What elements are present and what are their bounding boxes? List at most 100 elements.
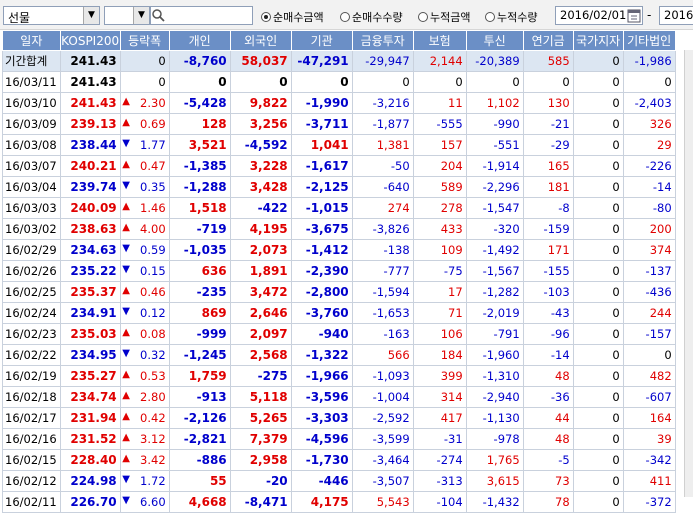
cell-other-corp: 29 <box>622 134 676 156</box>
start-date-input[interactable]: 2016/02/01 <box>555 6 643 25</box>
cell-financial-investment: -1,594 <box>351 281 414 303</box>
blank-icon <box>122 54 131 68</box>
column-header-investment-trust[interactable]: 투신 <box>465 30 524 51</box>
cell-change: ▲ 3.42 <box>119 449 170 471</box>
cell-foreign: 3,428 <box>229 176 292 198</box>
column-header-change[interactable]: 등락폭 <box>119 30 170 51</box>
market-select[interactable]: 선물 ▼ <box>3 6 100 25</box>
table-row[interactable]: 16/03/07 240.21 ▲ 0.47 -1,385 3,228 -1,617 -50 2… <box>2 155 676 177</box>
change-value: 0.46 <box>140 285 166 299</box>
cell-date: 16/03/10 <box>2 92 61 114</box>
cell-institution: -3,675 <box>290 218 353 240</box>
cell-financial-investment: -29,947 <box>351 50 414 72</box>
cell-institution: -2,390 <box>290 260 353 282</box>
cell-kospi: 241.43 <box>59 92 121 114</box>
column-header-insurance[interactable]: 보험 <box>412 30 467 51</box>
cell-financial-investment: 0 <box>351 71 414 93</box>
cell-insurance: -31 <box>412 428 467 450</box>
column-header-pension[interactable]: 연기금 <box>522 30 574 51</box>
table-row-period-total[interactable]: 기간합계 241.43 0 -8,760 58,037 -47,291 -29,947 2,1… <box>2 50 676 72</box>
table-row[interactable]: 16/02/25 235.37 ▲ 0.46 -235 3,472 -2,800 -1,594… <box>2 281 676 303</box>
cell-foreign: 2,073 <box>229 239 292 261</box>
cell-change: ▲ 0.69 <box>119 113 170 135</box>
code-select[interactable]: ▼ <box>104 6 150 25</box>
calendar-icon[interactable] <box>627 8 641 23</box>
table-row[interactable]: 16/02/12 224.98 ▼ 1.72 55 -20 -446 -3,507 -313 3,… <box>2 470 676 492</box>
search-icon[interactable] <box>151 8 166 23</box>
change-value: 0.59 <box>140 243 166 257</box>
cell-insurance: 278 <box>412 197 467 219</box>
table-row[interactable]: 16/03/10 241.43 ▲ 2.30 -5,428 9,822 -1,990 -3,2… <box>2 92 676 114</box>
chevron-down-icon[interactable]: ▼ <box>133 7 149 24</box>
cell-financial-investment: -1,093 <box>351 365 414 387</box>
column-header-government[interactable]: 국가지자 <box>572 30 624 51</box>
change-value: 0.32 <box>140 348 166 362</box>
column-header-foreign[interactable]: 외국인 <box>229 30 292 51</box>
radio-net-quantity[interactable]: 순매수수량 <box>340 9 403 25</box>
cell-insurance: -555 <box>412 113 467 135</box>
cell-change: ▲ 0.08 <box>119 323 170 345</box>
column-header-individual[interactable]: 개인 <box>168 30 231 51</box>
radio-cumulative-amount[interactable]: 누적금액 <box>418 9 470 25</box>
cell-change: ▲ 1.46 <box>119 197 170 219</box>
table-row[interactable]: 16/02/23 235.03 ▲ 0.08 -999 2,097 -940 -163 106-… <box>2 323 676 345</box>
table-row[interactable]: 16/03/11 241.43 0 0 0 0 0 0 0 0 0 0 <box>2 71 676 93</box>
cell-kospi: 235.22 <box>59 260 121 282</box>
table-row[interactable]: 16/03/02 238.63 ▲ 4.00 -719 4,195 -3,675 -3,826… <box>2 218 676 240</box>
cell-government: 0 <box>572 386 624 408</box>
table-row[interactable]: 16/02/19 235.27 ▲ 0.53 1,759 -275 -1,966 -1,093… <box>2 365 676 387</box>
radio-net-amount[interactable]: 순매수금액 <box>261 9 324 25</box>
cell-other-corp: 411 <box>622 470 676 492</box>
table-row[interactable]: 16/02/24 234.91 ▼ 0.12 869 2,646 -3,760 -1,653 7… <box>2 302 676 324</box>
cell-institution: -1,966 <box>290 365 353 387</box>
cell-change: ▼ 0.12 <box>119 302 170 324</box>
cell-change: ▲ 0.42 <box>119 407 170 429</box>
column-header-date[interactable]: 일자 <box>2 30 61 51</box>
radio-cumulative-quantity[interactable]: 누적수량 <box>485 9 537 25</box>
cell-date: 16/03/08 <box>2 134 61 156</box>
table-row[interactable]: 16/02/29 234.63 ▼ 0.59 -1,035 2,073 -1,412 -138… <box>2 239 676 261</box>
cell-individual: 636 <box>168 260 231 282</box>
column-header-institution[interactable]: 기관 <box>290 30 353 51</box>
cell-foreign: 2,097 <box>229 323 292 345</box>
table-row[interactable]: 16/02/16 231.52 ▲ 3.12 -2,821 7,379 -4,596 -3,5… <box>2 428 676 450</box>
cell-government: 0 <box>572 323 624 345</box>
cell-kospi: 228.40 <box>59 449 121 471</box>
cell-kospi: 231.94 <box>59 407 121 429</box>
cell-date: 16/03/02 <box>2 218 61 240</box>
cell-insurance: -313 <box>412 470 467 492</box>
cell-other-corp: -80 <box>622 197 676 219</box>
cell-individual: 1,518 <box>168 197 231 219</box>
cell-change: ▼ 0.59 <box>119 239 170 261</box>
cell-investment-trust: -2,296 <box>465 176 524 198</box>
column-header-financial-investment[interactable]: 금융투자 <box>351 30 414 51</box>
cell-individual: -1,035 <box>168 239 231 261</box>
table-row[interactable]: 16/03/04 239.74 ▼ 0.35 -1,288 3,428 -2,125 -640… <box>2 176 676 198</box>
cell-individual: -719 <box>168 218 231 240</box>
column-header-kospi[interactable]: KOSPI200 <box>59 30 121 51</box>
cell-financial-investment: 1,381 <box>351 134 414 156</box>
cell-insurance: 314 <box>412 386 467 408</box>
table-row[interactable]: 16/02/22 234.95 ▼ 0.32 -1,245 2,568 -1,322 566 1… <box>2 344 676 366</box>
table-row[interactable]: 16/02/18 234.74 ▲ 2.80 -913 5,118 -3,596 -1,004… <box>2 386 676 408</box>
table-row[interactable]: 16/02/11 226.70 ▼ 6.60 4,668 -8,471 4,175 5,543… <box>2 491 676 513</box>
table-row[interactable]: 16/03/08 238.44 ▼ 1.77 3,521 -4,592 1,041 1,381… <box>2 134 676 156</box>
end-date-input[interactable]: 2016/ <box>659 6 693 25</box>
cell-other-corp: 326 <box>622 113 676 135</box>
chevron-down-icon[interactable]: ▼ <box>83 7 99 24</box>
table-row[interactable]: 16/02/15 228.40 ▲ 3.42 -886 2,958 -1,730 -3,464… <box>2 449 676 471</box>
vertical-scrollbar[interactable] <box>684 50 693 497</box>
table-row[interactable]: 16/03/03 240.09 ▲ 1.46 1,518 -422 -1,015 274 278… <box>2 197 676 219</box>
table-row[interactable]: 16/02/17 231.94 ▲ 0.42 -2,126 5,265 -3,303 -2,5… <box>2 407 676 429</box>
cell-date: 16/02/26 <box>2 260 61 282</box>
cell-individual: -886 <box>168 449 231 471</box>
table-row[interactable]: 16/03/09 239.13 ▲ 0.69 128 3,256 -3,711 -1,877-… <box>2 113 676 135</box>
cell-financial-investment: -1,004 <box>351 386 414 408</box>
column-header-other-corp[interactable]: 기타법인 <box>622 30 676 51</box>
cell-kospi: 234.95 <box>59 344 121 366</box>
table-row[interactable]: 16/02/26 235.22 ▼ 0.15 636 1,891 -2,390 -777 -75… <box>2 260 676 282</box>
cell-pension: 48 <box>522 428 574 450</box>
cell-individual: 1,759 <box>168 365 231 387</box>
cell-government: 0 <box>572 281 624 303</box>
search-input[interactable] <box>150 6 253 25</box>
